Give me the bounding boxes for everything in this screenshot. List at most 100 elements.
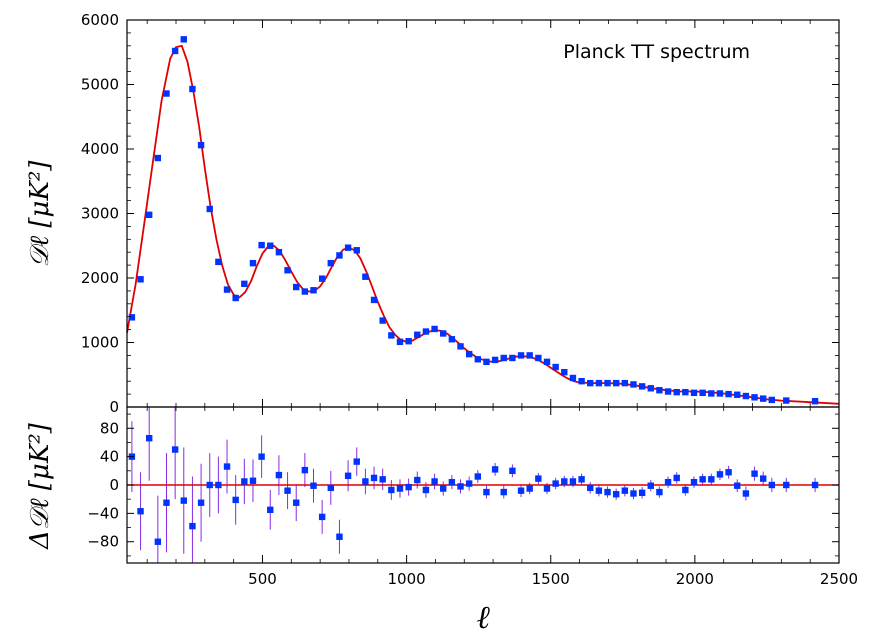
data-point [517,352,525,359]
data-point [587,379,594,387]
data-point [759,395,767,402]
residual-point [431,478,438,485]
data-point [465,350,473,358]
data-point [647,385,654,392]
model-curve [126,44,840,405]
data-point [197,141,205,149]
residual-point [327,484,334,492]
x-tick-label: 1500 [532,570,570,588]
residual-point [716,471,724,478]
data-point [578,378,585,385]
data-point [396,338,404,346]
data-points-layer [128,36,819,405]
data-point [137,276,144,283]
residual-point [561,478,568,485]
residual-point [569,478,577,485]
residual-point [318,513,326,521]
residual-point [630,490,637,497]
residual-point [249,477,257,484]
data-point [699,389,706,397]
data-point [310,287,317,294]
data-point [656,387,663,394]
data-point [293,283,300,291]
data-point [491,356,499,364]
residual-point [465,480,473,487]
residual-point [379,476,386,483]
residual-point [535,475,542,482]
residual-point [811,481,819,489]
data-point [336,252,343,259]
data-point [448,336,456,343]
residual-point [474,473,482,480]
y-tick-label: 4000 [81,140,119,158]
data-point [241,280,248,288]
residual-point [396,485,404,492]
residual-point [543,485,551,492]
residual-point [751,470,758,477]
residual-point [587,484,594,492]
residual-point [275,471,283,479]
y-tick-label: 1000 [81,334,119,352]
residual-point [664,478,672,486]
y-tick-label: 6000 [81,11,119,29]
residual-point [189,522,196,530]
data-point [742,392,750,400]
residual-point [310,482,317,489]
data-point [708,390,715,397]
residual-point [673,474,680,482]
residual-point [448,478,456,486]
residual-point [725,469,732,476]
x-tick-label: 1000 [388,570,426,588]
data-point [630,381,637,388]
residual-point [422,486,430,494]
residual-point [388,486,395,494]
residual-point [638,489,646,496]
residual-point [552,480,559,487]
residual-point [708,476,715,483]
data-point [509,354,516,362]
data-point [543,358,551,366]
x-tick-label: 500 [248,570,277,588]
data-point [431,325,438,333]
residual-point [682,486,689,494]
residual-point [500,488,507,496]
data-point [154,154,162,162]
residual-point [656,488,663,496]
data-point [258,241,265,249]
data-point [612,379,620,387]
data-point [526,352,533,359]
data-point [734,391,741,398]
y-tick-label: 2000 [81,269,119,287]
data-point [379,317,386,324]
residual-point [783,481,790,489]
residual-point [241,478,248,485]
data-point [457,343,464,350]
residual-point [258,453,265,460]
data-point [535,354,542,362]
data-point [664,388,672,395]
residual-point [336,533,343,540]
data-point [682,388,689,396]
data-point [301,288,309,295]
data-point [673,388,680,396]
residual-point [483,488,490,496]
data-point [145,211,153,218]
spectrum-y-ticks: 0 1000 2000 3000 4000 5000 6000 [81,11,839,416]
residual-point [353,458,360,465]
data-point [180,36,187,43]
residual-point [612,491,620,498]
data-point [284,267,291,274]
residual-point [405,483,412,491]
data-point [189,85,196,93]
data-point [405,338,412,345]
residual-point [491,466,499,473]
residual-point [604,488,611,496]
data-point [725,390,732,398]
data-point [215,258,222,266]
residual-point [742,490,750,497]
spectrum-y-axis-label: 𝒟ℓ [μK²] [25,160,55,268]
residual-point [197,499,205,506]
residual-point [690,478,698,486]
residual-y-tick-label: 0 [109,476,119,494]
data-point [275,249,283,256]
